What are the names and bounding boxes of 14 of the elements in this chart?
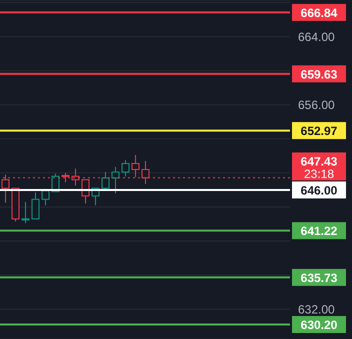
candlestick xyxy=(112,166,120,194)
ref-line-label: 630.20 xyxy=(300,318,338,332)
y-tick-label: 664.00 xyxy=(298,30,336,44)
y-tick-label: 632.00 xyxy=(298,302,336,316)
ref-line-label: 646.00 xyxy=(300,183,338,198)
ref-line-label: 652.97 xyxy=(300,124,338,138)
candlestick xyxy=(132,154,140,178)
ref-line-label: 635.73 xyxy=(300,270,338,285)
ref-line-label: 666.84 xyxy=(300,6,338,20)
ref-line-label: 647.43 xyxy=(300,154,338,168)
ref-line-label: 641.22 xyxy=(300,224,338,238)
text: 23:18 xyxy=(304,166,334,181)
y-tick-label: 656.00 xyxy=(298,98,336,112)
ref-line-label: 659.63 xyxy=(300,67,338,82)
